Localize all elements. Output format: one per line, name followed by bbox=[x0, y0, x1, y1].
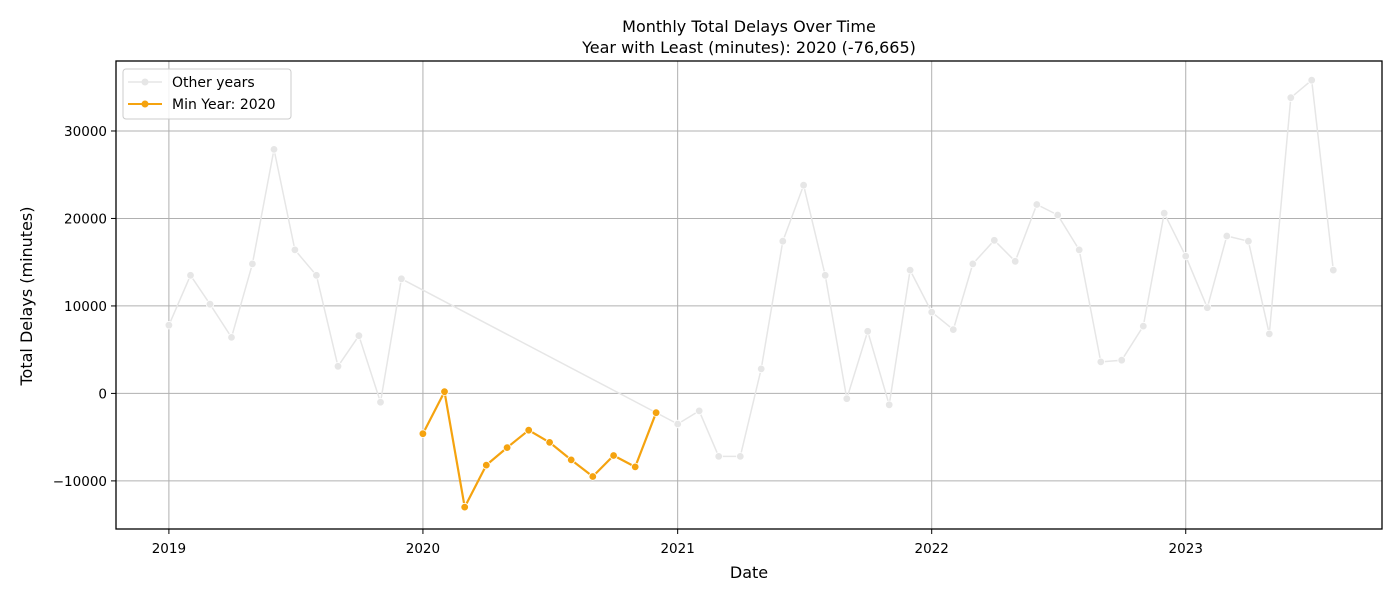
x-tick-label: 2023 bbox=[1169, 541, 1203, 557]
x-tick-label: 2022 bbox=[915, 541, 949, 557]
data-point-min-year bbox=[418, 429, 428, 438]
data-point-min-year bbox=[440, 387, 449, 396]
x-tick-label: 2019 bbox=[152, 541, 186, 557]
data-point-other-years bbox=[949, 325, 958, 334]
data-point-other-years bbox=[1117, 356, 1126, 365]
series-group bbox=[164, 75, 1338, 512]
data-point-other-years bbox=[927, 307, 936, 317]
data-point-other-years bbox=[1203, 303, 1212, 312]
data-point-other-years bbox=[333, 362, 343, 371]
data-point-other-years bbox=[799, 180, 808, 190]
data-point-min-year bbox=[460, 502, 469, 512]
data-point-other-years bbox=[757, 364, 766, 374]
data-point-other-years bbox=[1053, 210, 1062, 220]
data-point-other-years bbox=[1032, 200, 1041, 209]
legend: Other years Min Year: 2020 bbox=[122, 68, 292, 120]
data-point-other-years bbox=[1329, 265, 1338, 275]
data-point-other-years bbox=[1159, 208, 1169, 218]
data-point-other-years bbox=[821, 271, 830, 280]
y-tick-label: 0 bbox=[98, 386, 107, 402]
data-point-other-years bbox=[397, 274, 406, 283]
y-tick-label: 10000 bbox=[64, 299, 107, 315]
data-point-min-year bbox=[609, 451, 618, 460]
data-point-other-years bbox=[990, 236, 999, 245]
data-point-other-years bbox=[673, 419, 682, 429]
y-tick-label: 30000 bbox=[64, 124, 107, 140]
data-point-other-years bbox=[1286, 93, 1295, 102]
legend-label-other-years: Other years bbox=[172, 75, 255, 91]
data-point-other-years bbox=[885, 400, 894, 409]
data-point-other-years bbox=[376, 398, 385, 407]
axis-ticks: 2019 2020 2021 2022 2023 −10000 0 10000 20000 300… bbox=[53, 124, 1203, 557]
data-point-other-years bbox=[1096, 357, 1105, 367]
data-point-other-years bbox=[842, 394, 851, 403]
chart-title: Monthly Total Delays Over Time bbox=[622, 17, 876, 36]
legend-box bbox=[122, 68, 292, 120]
legend-marker-min-year bbox=[141, 100, 149, 108]
legend-label-min-year: Min Year: 2020 bbox=[172, 97, 275, 113]
data-point-other-years bbox=[248, 259, 257, 269]
legend-marker-other-years bbox=[141, 78, 149, 86]
data-point-other-years bbox=[1011, 257, 1020, 266]
data-point-other-years bbox=[905, 265, 915, 275]
data-point-other-years bbox=[1307, 75, 1316, 85]
data-point-other-years bbox=[1265, 329, 1274, 339]
chart-subtitle: Year with Least (minutes): 2020 (-76,665… bbox=[581, 38, 916, 57]
data-point-min-year bbox=[588, 472, 597, 481]
data-point-other-years bbox=[968, 259, 977, 269]
y-axis-label: Total Delays (minutes) bbox=[17, 206, 36, 386]
data-point-other-years bbox=[1139, 321, 1148, 331]
data-point-other-years bbox=[227, 333, 236, 342]
x-axis-label: Date bbox=[730, 563, 768, 582]
data-point-other-years bbox=[714, 452, 723, 461]
data-point-other-years bbox=[1244, 236, 1253, 246]
data-point-other-years bbox=[186, 271, 195, 280]
data-point-other-years bbox=[736, 452, 745, 461]
data-point-other-years bbox=[312, 271, 321, 280]
data-point-min-year bbox=[502, 443, 512, 452]
data-point-other-years bbox=[290, 245, 300, 255]
series-line-other-years bbox=[168, 79, 1335, 458]
data-point-other-years bbox=[1222, 231, 1231, 241]
data-point-min-year bbox=[482, 460, 491, 470]
data-point-min-year bbox=[631, 462, 640, 472]
x-tick-label: 2020 bbox=[406, 541, 440, 557]
data-point-other-years bbox=[1074, 245, 1084, 255]
y-tick-label: −10000 bbox=[53, 474, 107, 490]
x-tick-label: 2021 bbox=[660, 541, 694, 557]
data-point-other-years bbox=[1181, 251, 1190, 261]
data-point-other-years bbox=[269, 145, 279, 154]
plot-frame bbox=[115, 60, 1383, 530]
series-line-min-year bbox=[421, 390, 658, 509]
data-point-min-year bbox=[651, 408, 661, 417]
data-point-other-years bbox=[354, 331, 364, 340]
data-point-other-years bbox=[164, 321, 174, 330]
grid-lines bbox=[116, 61, 1382, 529]
data-point-other-years bbox=[863, 327, 872, 336]
data-point-min-year bbox=[524, 426, 533, 435]
data-point-min-year bbox=[567, 455, 576, 465]
data-point-other-years bbox=[695, 406, 704, 416]
data-point-other-years bbox=[205, 300, 215, 309]
data-point-min-year bbox=[545, 438, 554, 447]
y-tick-label: 20000 bbox=[64, 211, 107, 227]
data-point-other-years bbox=[778, 236, 787, 246]
